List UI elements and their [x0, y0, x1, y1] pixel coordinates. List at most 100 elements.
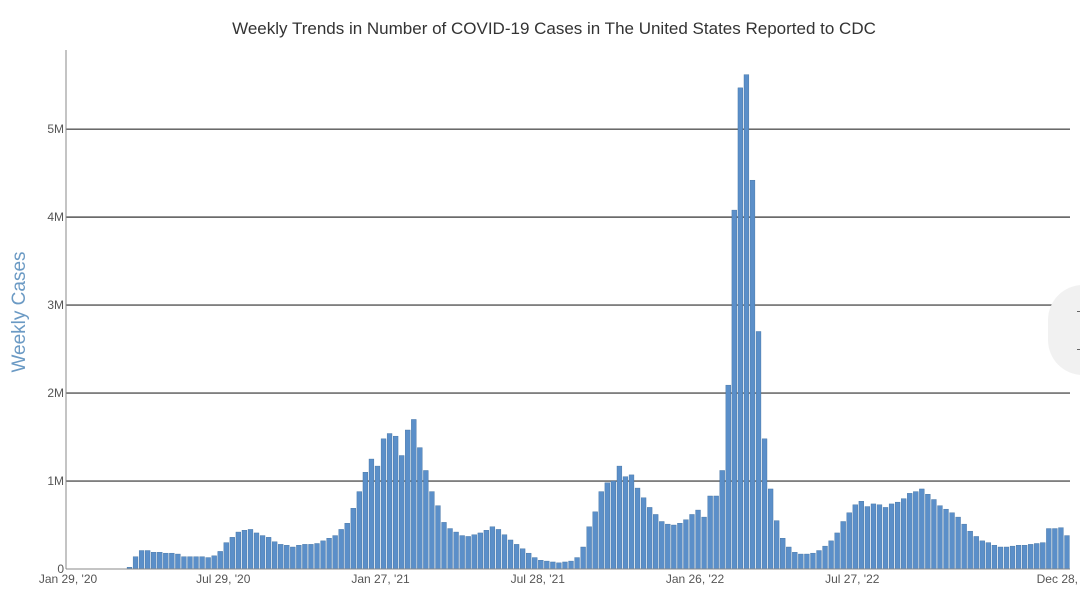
bar	[907, 493, 913, 570]
bar	[882, 507, 889, 570]
x-tick-label: Jan 26, '22	[666, 572, 725, 586]
bar	[290, 546, 296, 570]
bar	[653, 514, 659, 570]
bar	[374, 465, 381, 570]
bar	[1003, 546, 1010, 570]
bar	[858, 501, 864, 570]
bar	[193, 556, 199, 570]
bar	[967, 530, 973, 570]
side-scroll-button[interactable]	[1048, 285, 1080, 375]
chart-title: Weekly Trends in Number of COVID-19 Case…	[232, 19, 876, 38]
bar	[332, 535, 338, 570]
bar	[296, 545, 302, 570]
bar	[816, 550, 822, 570]
bar	[598, 491, 604, 570]
bar	[326, 538, 332, 570]
bar	[604, 482, 610, 570]
bar	[864, 506, 871, 570]
bar	[979, 540, 985, 570]
bar	[973, 536, 979, 570]
bar	[199, 556, 205, 570]
bar	[767, 488, 774, 570]
bar	[272, 541, 278, 570]
gridlines	[66, 128, 1070, 482]
bar	[810, 552, 816, 570]
bar	[429, 491, 435, 570]
bar	[223, 542, 229, 570]
bar	[471, 534, 477, 570]
bar	[544, 560, 550, 570]
dash-icon	[1077, 311, 1080, 312]
bar	[344, 523, 350, 570]
bar	[574, 557, 580, 570]
bar	[169, 552, 175, 570]
y-tick-label: 1M	[47, 474, 64, 488]
bar	[181, 556, 187, 570]
bar	[798, 553, 804, 570]
bar	[302, 544, 308, 570]
bar	[1015, 545, 1022, 570]
bar	[350, 508, 356, 570]
bar	[520, 548, 526, 570]
x-tick-label: Jul 28, '21	[511, 572, 566, 586]
bar	[949, 512, 955, 570]
bar	[792, 552, 798, 570]
bar	[483, 530, 489, 570]
bar	[314, 543, 320, 570]
bar	[761, 438, 768, 570]
bar	[477, 532, 483, 570]
bar	[586, 526, 592, 570]
bar	[610, 480, 616, 570]
bar	[828, 540, 834, 570]
bar	[205, 557, 211, 570]
bar	[985, 542, 991, 570]
bar	[163, 552, 169, 570]
bar	[399, 455, 405, 570]
bar	[138, 550, 145, 570]
bar	[157, 552, 163, 570]
y-tick-label: 5M	[47, 122, 64, 136]
bar	[568, 560, 574, 570]
bar	[755, 331, 762, 570]
bar	[683, 519, 689, 570]
bar	[1040, 542, 1046, 570]
bar	[901, 498, 907, 570]
bar	[713, 495, 719, 570]
bar	[834, 532, 840, 570]
bar	[507, 539, 514, 570]
bar	[380, 438, 387, 570]
bar	[526, 552, 532, 570]
bar	[211, 555, 217, 570]
x-tick-label: Jan 27, '21	[351, 572, 410, 586]
bar	[695, 509, 701, 570]
bar	[671, 524, 677, 570]
bar	[592, 511, 598, 570]
bar	[580, 546, 586, 570]
bar	[822, 545, 828, 570]
bar	[411, 419, 417, 570]
dash-icon	[1077, 349, 1080, 350]
bar	[1046, 528, 1052, 570]
bar	[278, 544, 284, 570]
bar	[731, 209, 737, 570]
bar	[145, 550, 151, 570]
bar	[217, 551, 223, 570]
bar	[665, 523, 671, 570]
bar	[229, 537, 235, 570]
bar	[677, 523, 683, 570]
bar	[640, 497, 647, 570]
bar	[1009, 545, 1016, 570]
bar	[435, 505, 441, 570]
bar	[562, 561, 568, 570]
bar-series	[126, 74, 1070, 570]
bar	[1058, 527, 1064, 570]
bar	[997, 546, 1004, 570]
bar	[931, 499, 937, 570]
bar	[719, 470, 725, 570]
bar	[495, 529, 502, 570]
bar	[405, 429, 411, 570]
bar	[132, 556, 139, 570]
y-axis-label: Weekly Cases	[9, 251, 30, 372]
bar	[919, 488, 925, 570]
bar	[1052, 528, 1058, 570]
